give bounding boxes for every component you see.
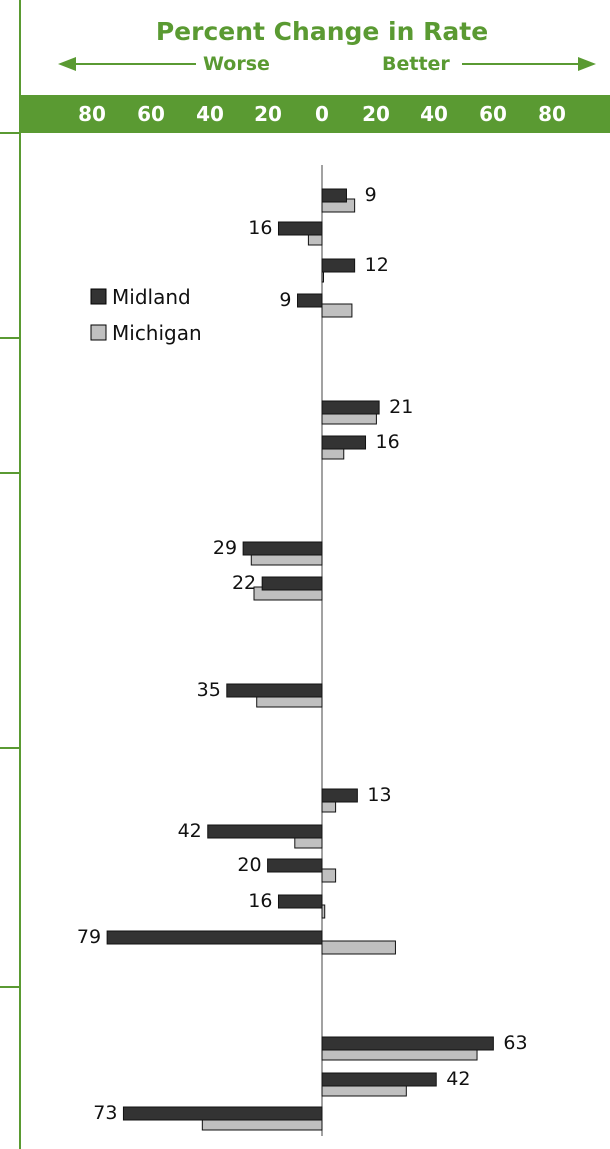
x-tick-label: 40 bbox=[196, 102, 224, 126]
bar-midland bbox=[321, 400, 380, 415]
bar-michigan bbox=[321, 303, 353, 318]
data-label: 16 bbox=[248, 217, 272, 239]
legend-swatch-michigan bbox=[90, 324, 107, 341]
data-label: 13 bbox=[367, 784, 391, 806]
bar-midland bbox=[267, 858, 323, 873]
data-label: 21 bbox=[389, 396, 413, 418]
axis-tick-band bbox=[20, 95, 610, 133]
x-tick-label: 0 bbox=[315, 102, 329, 126]
data-label: 9 bbox=[279, 289, 291, 311]
better-label: Better bbox=[382, 53, 450, 75]
bar-marks bbox=[106, 188, 494, 1131]
data-label: 63 bbox=[503, 1032, 527, 1054]
bar-midland bbox=[321, 1072, 437, 1087]
data-label: 20 bbox=[237, 854, 261, 876]
bar-midland bbox=[242, 541, 323, 556]
legend-swatch-midland bbox=[90, 288, 107, 305]
bar-midland bbox=[321, 258, 356, 273]
bar-midland bbox=[321, 1036, 494, 1051]
legend-label-midland: Midland bbox=[112, 285, 191, 309]
data-label: 79 bbox=[77, 926, 101, 948]
legend-label-michigan: Michigan bbox=[112, 321, 202, 345]
x-tick-label: 60 bbox=[479, 102, 507, 126]
data-label: 73 bbox=[93, 1102, 117, 1124]
data-labels: 9 16 12 9 21 16 29 22 35 13 42 20 16 79 63 42 73 bbox=[77, 184, 528, 1124]
bar-midland bbox=[277, 221, 323, 236]
data-label: 35 bbox=[197, 679, 221, 701]
x-tick-label: 80 bbox=[78, 102, 106, 126]
data-label: 16 bbox=[376, 431, 400, 453]
bar-midland bbox=[226, 683, 323, 698]
bar-midland bbox=[122, 1106, 323, 1121]
chart-title: Percent Change in Rate bbox=[156, 17, 488, 46]
bar-michigan bbox=[321, 940, 396, 955]
x-tick-label: 40 bbox=[420, 102, 448, 126]
bar-midland bbox=[321, 435, 367, 450]
bar-midland bbox=[277, 894, 323, 909]
bar-midland bbox=[321, 188, 347, 203]
bar-midland bbox=[261, 576, 323, 591]
bar-midland bbox=[207, 824, 323, 839]
data-label: 12 bbox=[365, 254, 389, 276]
legend: Midland Michigan bbox=[90, 285, 202, 345]
data-label: 29 bbox=[213, 537, 237, 559]
x-tick-label: 60 bbox=[137, 102, 165, 126]
x-tick-label: 20 bbox=[362, 102, 390, 126]
data-label: 42 bbox=[446, 1068, 470, 1090]
data-label: 9 bbox=[365, 184, 377, 206]
x-tick-label: 80 bbox=[538, 102, 566, 126]
bar-michigan bbox=[321, 904, 326, 919]
data-label: 16 bbox=[248, 890, 272, 912]
x-tick-label: 20 bbox=[254, 102, 282, 126]
data-label: 42 bbox=[178, 820, 202, 842]
bar-midland bbox=[321, 788, 358, 803]
worse-label: Worse bbox=[203, 53, 270, 75]
bar-midland bbox=[297, 293, 323, 308]
better-arrow-icon bbox=[578, 57, 596, 71]
bar-midland bbox=[106, 930, 323, 945]
data-label: 22 bbox=[232, 572, 256, 594]
worse-arrow-icon bbox=[58, 57, 76, 71]
x-tick-labels: 80 60 40 20 0 20 40 60 80 bbox=[78, 102, 566, 126]
bar-michigan bbox=[321, 868, 337, 883]
